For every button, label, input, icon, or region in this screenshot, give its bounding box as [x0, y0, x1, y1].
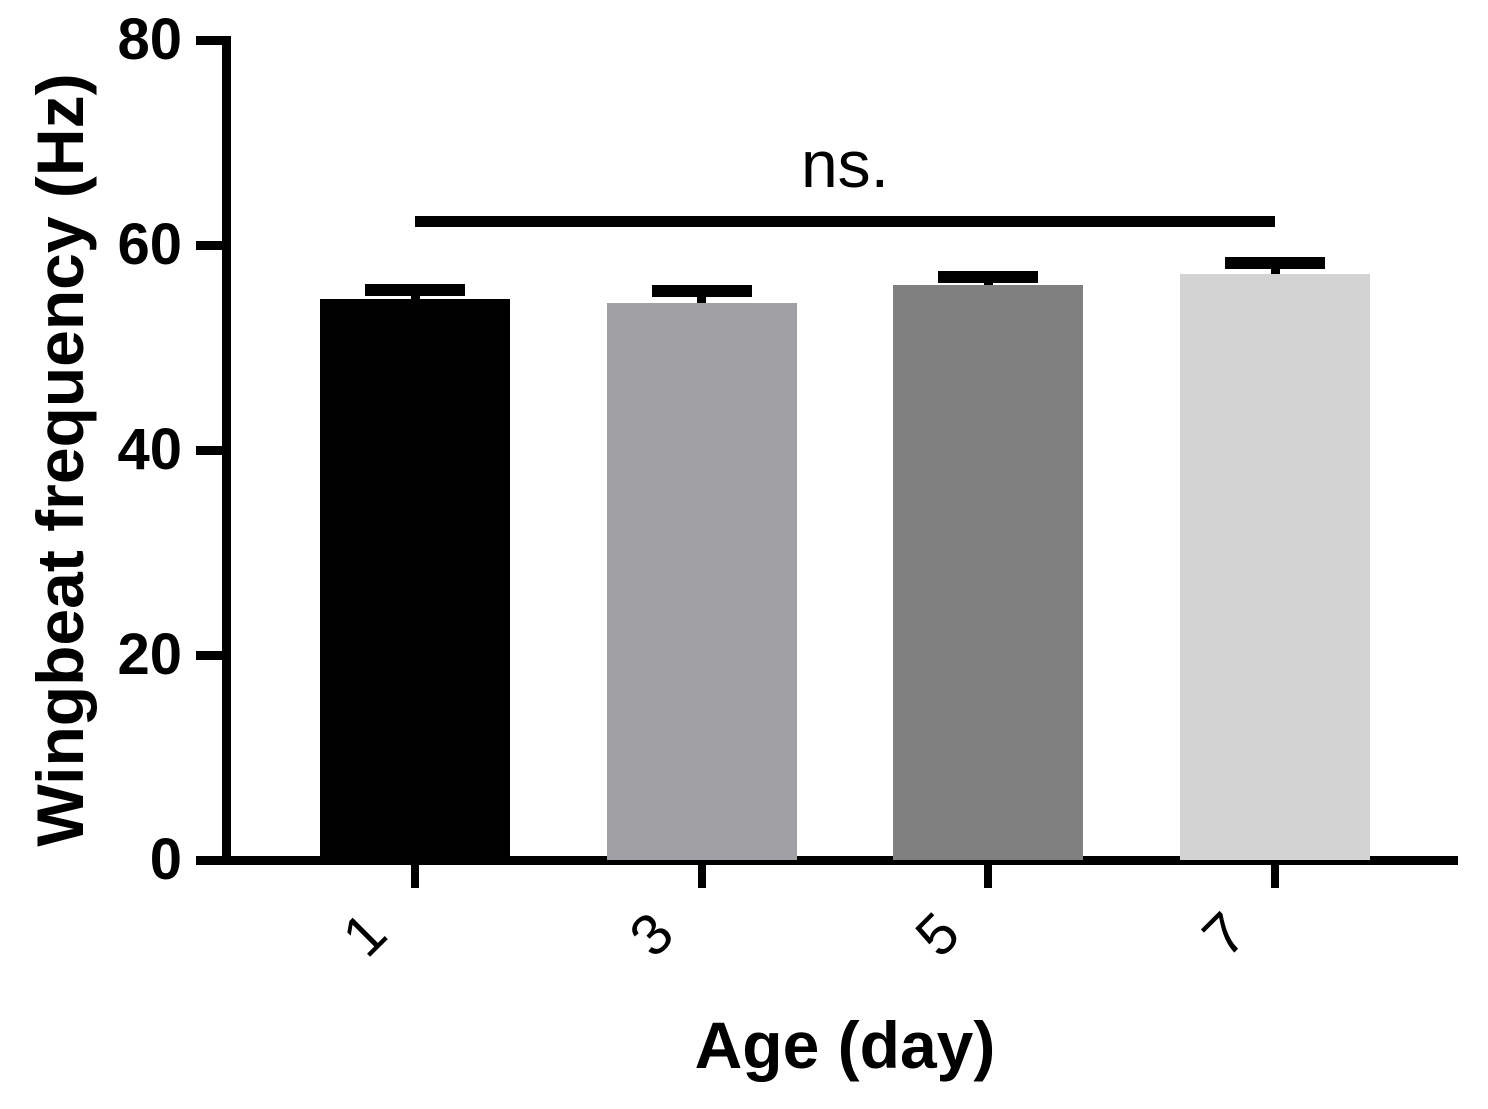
- bar-age-3: [606, 303, 797, 860]
- y-tick-label: 80: [117, 7, 182, 72]
- x-tick-mark: [984, 863, 993, 888]
- y-tick-label: 40: [117, 417, 182, 482]
- x-tick-mark: [411, 863, 419, 888]
- error-bar-stem: [697, 291, 707, 304]
- error-bar-cap: [938, 270, 1039, 283]
- significance-label: ns.: [800, 126, 890, 201]
- error-bar-cap: [365, 284, 465, 297]
- x-axis-line: [222, 856, 1458, 865]
- y-tick-mark: [196, 445, 222, 455]
- bar-age-7: [1180, 273, 1370, 860]
- y-tick-mark: [196, 240, 222, 250]
- x-tick-label: 7: [1190, 900, 1260, 970]
- bar-age-1: [320, 299, 510, 860]
- x-tick-label: 1: [330, 900, 400, 970]
- y-axis-line: [222, 36, 231, 865]
- error-bar-cap: [651, 285, 752, 298]
- error-bar-cap: [1225, 257, 1325, 270]
- x-tick-label: 3: [616, 900, 686, 970]
- bar-age-5: [893, 284, 1084, 860]
- significance-line: [415, 215, 1275, 227]
- y-tick-mark: [196, 650, 222, 660]
- x-tick-label: 5: [903, 900, 973, 970]
- x-tick-mark: [697, 863, 706, 888]
- y-tick-mark: [196, 35, 222, 45]
- y-tick-label: 0: [149, 827, 182, 892]
- y-tick-mark: [196, 855, 222, 865]
- y-tick-label: 60: [117, 212, 182, 277]
- x-axis-title: Age (day): [694, 1008, 996, 1082]
- x-tick-mark: [1271, 863, 1279, 888]
- y-tick-label: 20: [117, 622, 182, 687]
